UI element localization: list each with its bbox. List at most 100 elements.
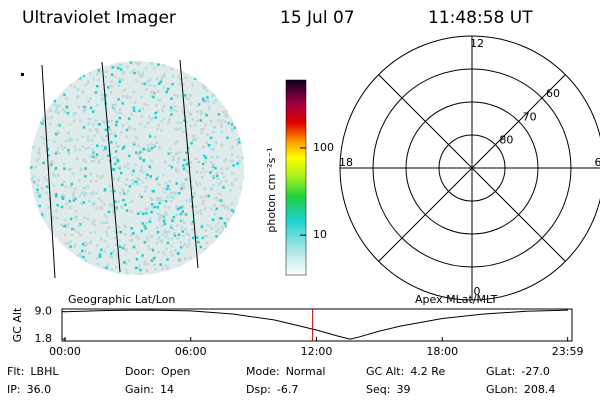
image-pixel [88,71,92,74]
image-pixel [201,202,204,206]
mlt-label: 0 [474,285,481,298]
image-pixel [74,197,77,200]
image-pixel [213,241,217,244]
image-pixel [83,186,87,190]
image-pixel [204,160,208,164]
image-pixel [218,91,221,94]
image-pixel [111,103,115,106]
image-pixel [196,170,199,173]
image-pixel [100,248,103,251]
image-pixel [150,235,154,238]
image-pixel [205,89,208,92]
colorbar-label: photon cm⁻²s⁻¹ [265,147,278,232]
image-pixel [222,186,225,189]
image-pixel [83,270,87,273]
image-pixel [104,94,107,97]
image-pixel [205,266,209,269]
image-pixel [97,78,101,81]
image-pixel [67,152,70,156]
image-pixel [162,251,165,254]
image-pixel [54,110,57,113]
image-pixel [110,84,113,88]
image-pixel [38,153,41,156]
image-pixel [128,125,131,128]
image-pixel [66,77,69,81]
image-pixel [243,176,244,180]
image-pixel [221,257,224,260]
image-pixel [156,206,160,209]
image-pixel [159,80,162,84]
image-pixel [188,65,191,68]
image-pixel [210,119,213,123]
image-pixel [162,74,166,77]
image-pixel [92,159,95,162]
image-pixel [220,144,224,148]
image-pixel [94,91,98,94]
image-pixel [39,120,43,123]
image-pixel [194,181,198,184]
image-pixel [172,75,175,78]
image-pixel [38,240,42,244]
image-pixel [172,108,176,111]
image-pixel [189,113,192,116]
image-pixel [200,110,203,113]
mlt-label: 18 [339,156,353,169]
image-pixel [131,179,134,182]
image-pixel [36,188,39,192]
image-pixel [144,227,147,230]
image-pixel [53,103,56,106]
image-pixel [165,231,168,235]
image-pixel [38,253,41,257]
image-pixel [163,191,167,194]
image-pixel [35,111,39,114]
image-pixel [87,122,91,125]
image-pixel [103,121,106,124]
image-pixel [210,227,213,230]
image-pixel [186,245,189,248]
image-pixel [201,97,205,101]
image-pixel [160,215,164,219]
image-pixel [199,119,203,122]
image-pixel [56,130,60,134]
image-pixel [41,213,44,216]
image-pixel [148,135,152,138]
image-pixel [135,182,139,185]
image-pixel [36,116,39,119]
image-pixel [62,259,66,262]
image-pixel [173,234,177,237]
image-pixel [118,80,121,83]
image-pixel [220,119,223,123]
image-pixel [142,171,145,175]
image-pixel [76,138,79,142]
image-pixel [69,168,73,171]
image-pixel [39,81,42,84]
image-pixel [138,178,141,182]
image-pixel [47,154,50,157]
image-pixel [202,128,205,131]
image-pixel [103,203,107,206]
image-pixel [67,168,71,171]
image-pixel [130,239,134,242]
image-pixel [160,78,163,81]
image-pixel [219,241,222,245]
image-pixel [110,268,114,271]
image-pixel [35,191,38,195]
image-pixel [48,81,51,85]
image-pixel [172,155,175,159]
image-pixel [123,165,127,168]
image-pixel [212,174,215,177]
image-pixel [61,183,64,186]
image-pixel [141,71,145,74]
image-pixel [124,225,127,229]
image-pixel [136,71,140,74]
image-pixel [156,231,160,234]
image-pixel [73,215,76,219]
image-pixel [186,162,190,165]
image-pixel [196,104,200,107]
image-pixel [196,66,199,69]
image-pixel [148,217,152,221]
image-pixel [203,235,206,238]
image-pixel [120,131,123,134]
image-pixel [181,219,184,222]
